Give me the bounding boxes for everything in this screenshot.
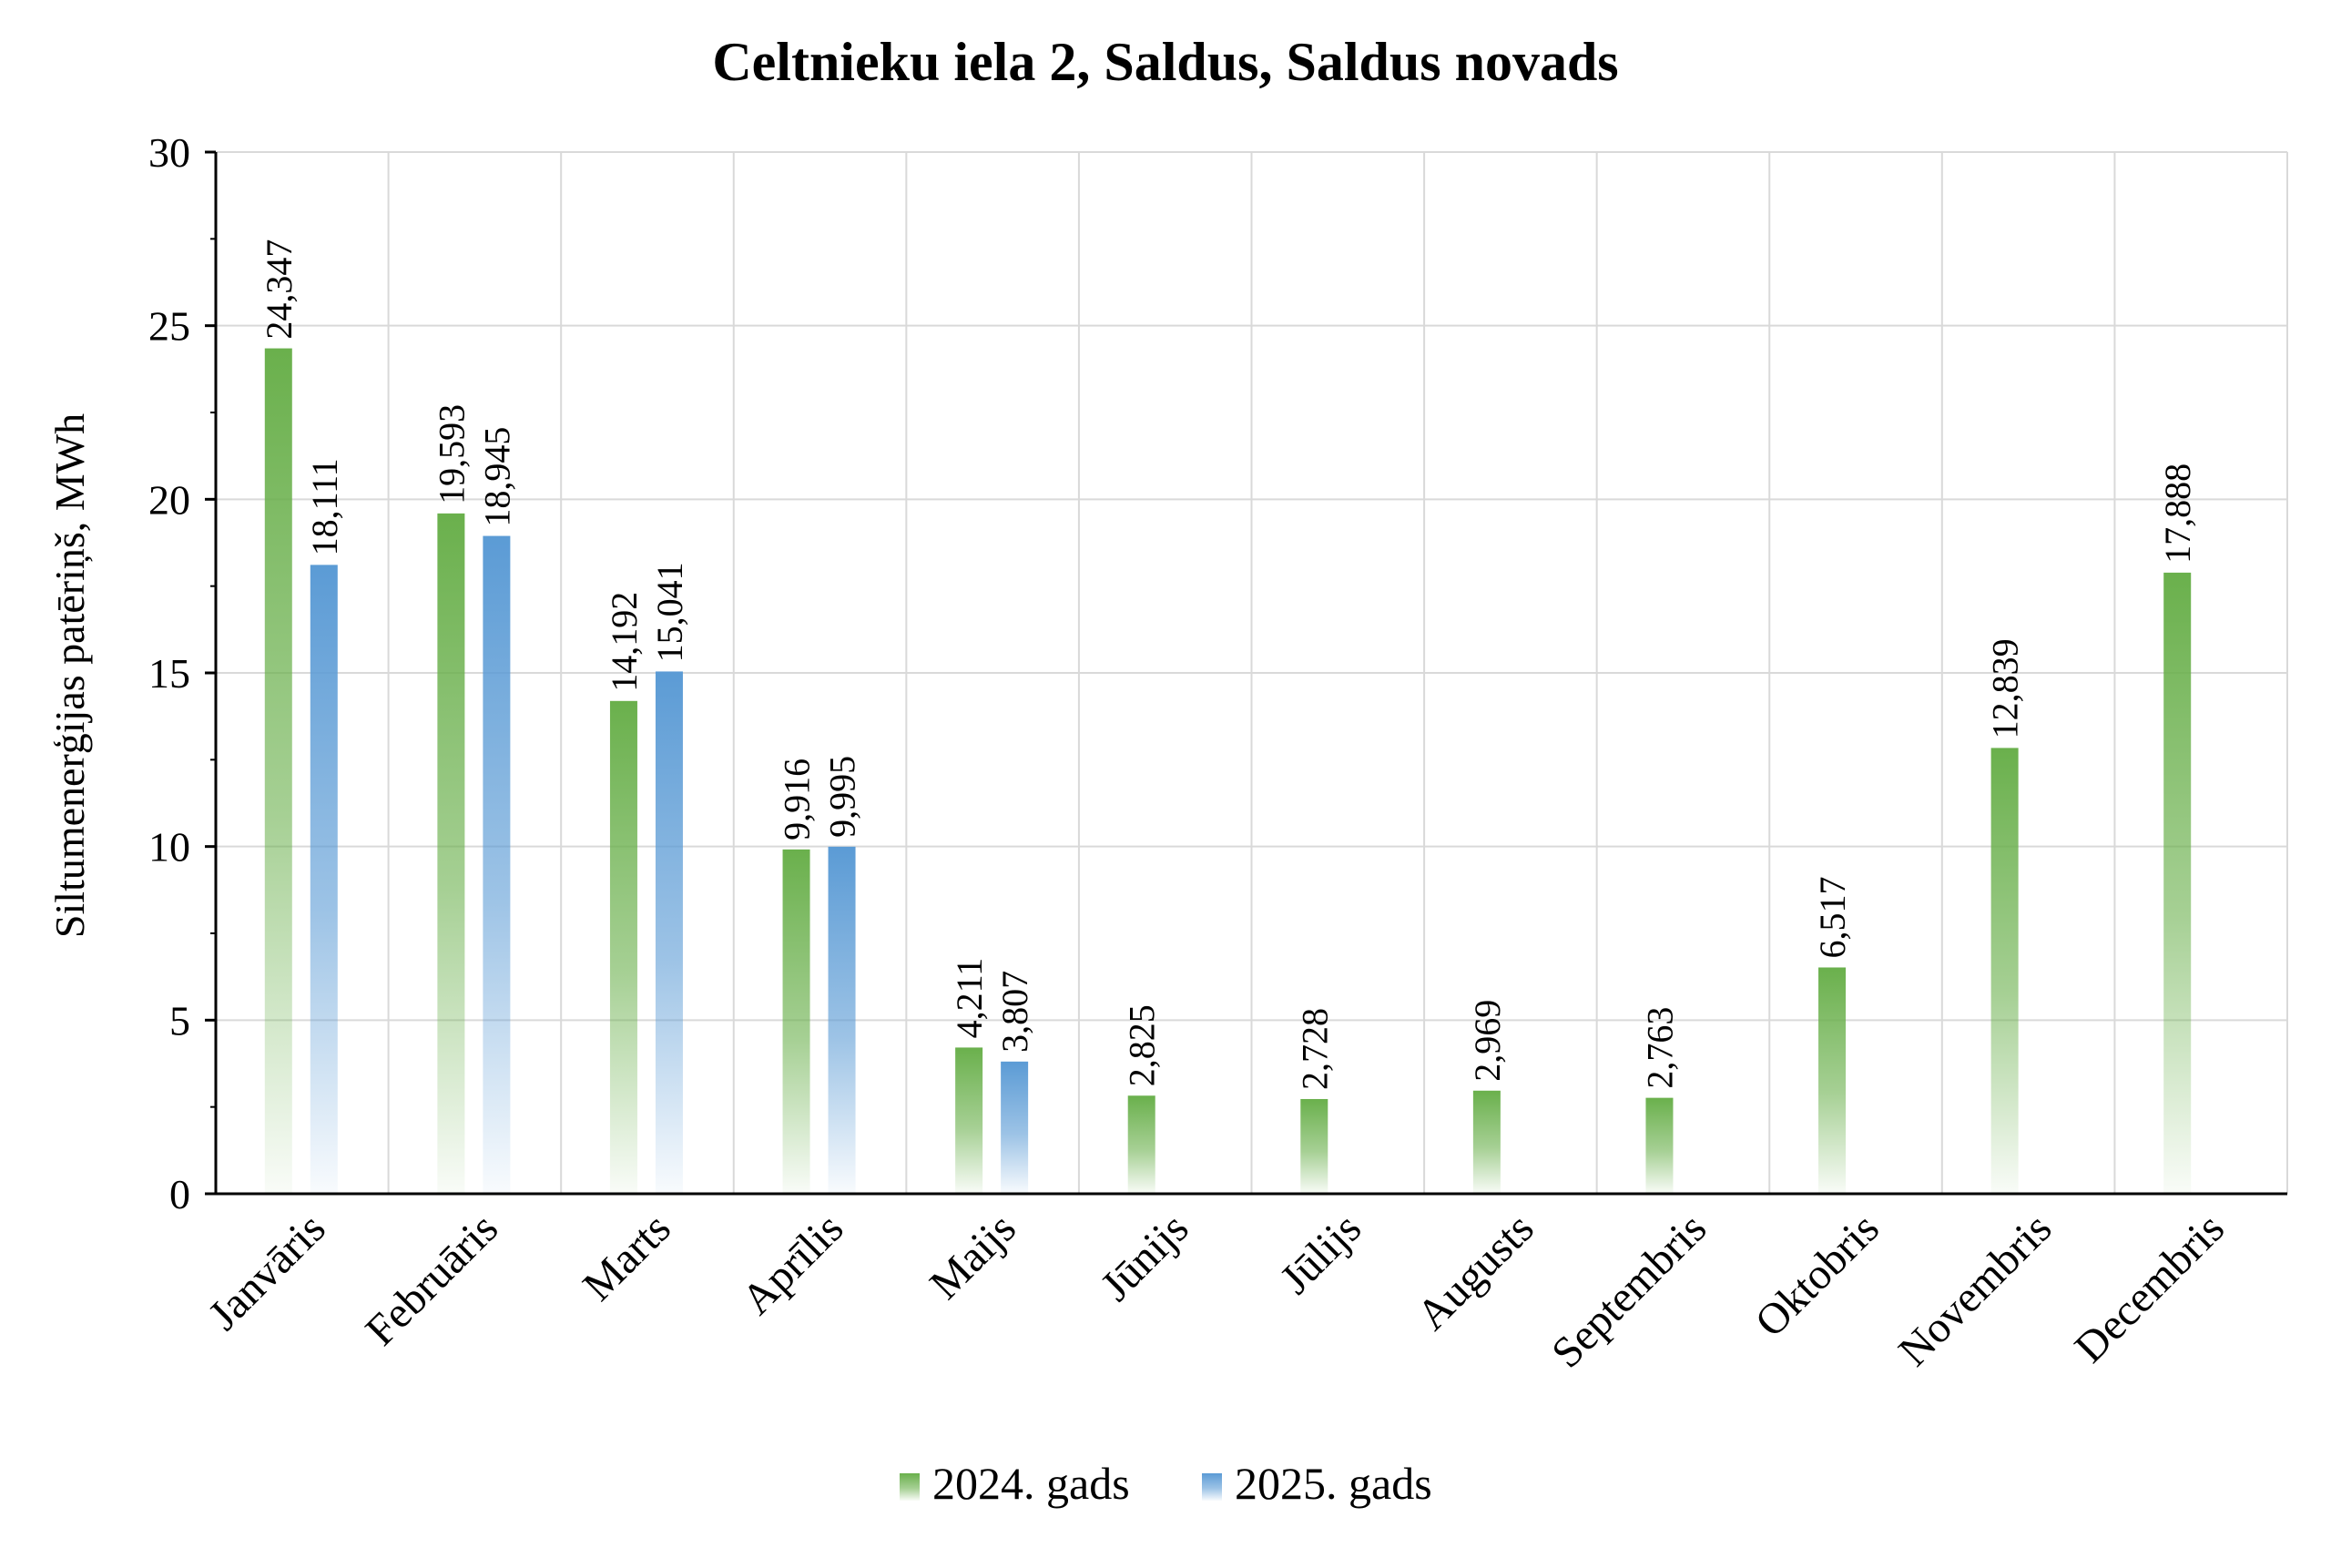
bar-series2-2 xyxy=(655,671,683,1194)
data-label: 18,111 xyxy=(304,458,345,555)
x-tick-label: Oktobris xyxy=(1746,1204,1888,1346)
bar-series1-5 xyxy=(1127,1095,1155,1194)
x-tick-label: Decembris xyxy=(2065,1204,2233,1371)
bar-series1-3 xyxy=(782,849,810,1194)
y-tick-label: 10 xyxy=(148,824,190,871)
bar-series1-6 xyxy=(1300,1098,1328,1194)
x-tick-label: Februāris xyxy=(356,1204,507,1355)
y-tick-label: 15 xyxy=(148,650,190,697)
data-label: 9,916 xyxy=(777,759,818,840)
legend-swatch xyxy=(1202,1473,1222,1501)
bar-series1-2 xyxy=(609,700,637,1194)
data-label: 12,839 xyxy=(1985,638,2026,738)
data-label: 3,807 xyxy=(994,971,1035,1053)
data-label: 9,995 xyxy=(822,756,863,838)
x-tick-label: Janvāris xyxy=(199,1204,335,1339)
y-tick-label: 25 xyxy=(148,303,190,350)
legend-label: 2025. gads xyxy=(1235,1458,1432,1509)
grid-lines xyxy=(216,151,2288,1195)
x-tick-label: Aprīlis xyxy=(733,1204,853,1324)
bar-series1-10 xyxy=(1990,748,2019,1194)
data-label: 17,888 xyxy=(2157,463,2198,564)
data-label: 2,728 xyxy=(1294,1008,1335,1090)
y-tick-label: 20 xyxy=(148,476,190,523)
data-label: 4,211 xyxy=(949,958,990,1039)
bar-series1-8 xyxy=(1645,1097,1674,1194)
y-axis-label: Siltumenerģijas patēriņš, MWh xyxy=(46,413,93,938)
axes xyxy=(205,150,2287,1196)
data-label: 24,347 xyxy=(259,239,300,340)
legend-label: 2024. gads xyxy=(932,1458,1130,1509)
bar-series1-7 xyxy=(1472,1090,1501,1194)
data-label: 2,969 xyxy=(1467,1000,1508,1082)
legend-swatch xyxy=(900,1473,920,1501)
y-tick-label: 30 xyxy=(148,129,190,176)
data-label: 19,593 xyxy=(431,404,472,504)
bar-series1-0 xyxy=(264,348,292,1194)
y-tick-label: 5 xyxy=(169,997,190,1044)
bar-series2-3 xyxy=(828,846,856,1194)
bar-series1-1 xyxy=(437,513,465,1194)
data-label: 15,041 xyxy=(649,562,690,662)
x-tick-label: Augusts xyxy=(1408,1204,1543,1339)
legend: 2024. gads 2025. gads xyxy=(900,1458,1432,1509)
bar-series2-0 xyxy=(310,565,338,1194)
data-label: 6,517 xyxy=(1812,876,1853,958)
data-labels: 24,347 18,111 19,593 18,945 14,192 15,041 9,91… xyxy=(259,239,2198,1090)
bar-series1-4 xyxy=(955,1047,983,1194)
y-tick-label: 0 xyxy=(169,1171,190,1217)
data-label: 18,945 xyxy=(476,427,517,527)
data-label: 14,192 xyxy=(604,592,645,692)
data-label: 2,825 xyxy=(1122,1004,1163,1086)
bars xyxy=(264,348,2192,1194)
x-tick-label: Maijs xyxy=(921,1204,1025,1308)
x-tick-label: Novembris xyxy=(1889,1204,2061,1375)
x-tick-label: Septembris xyxy=(1542,1204,1715,1377)
bar-series2-4 xyxy=(1001,1061,1029,1194)
bar-series1-9 xyxy=(1818,967,1847,1194)
bar-series2-1 xyxy=(483,535,511,1194)
x-tick-label: Marts xyxy=(574,1204,680,1310)
bar-series1-11 xyxy=(2163,572,2192,1194)
x-tick-label: Jūnijs xyxy=(1092,1204,1198,1310)
x-tick-label: Jūlijs xyxy=(1271,1204,1370,1303)
data-label: 2,763 xyxy=(1639,1007,1680,1089)
chart-title: Celtnieku iela 2, Saldus, Saldus novads xyxy=(712,32,1618,92)
